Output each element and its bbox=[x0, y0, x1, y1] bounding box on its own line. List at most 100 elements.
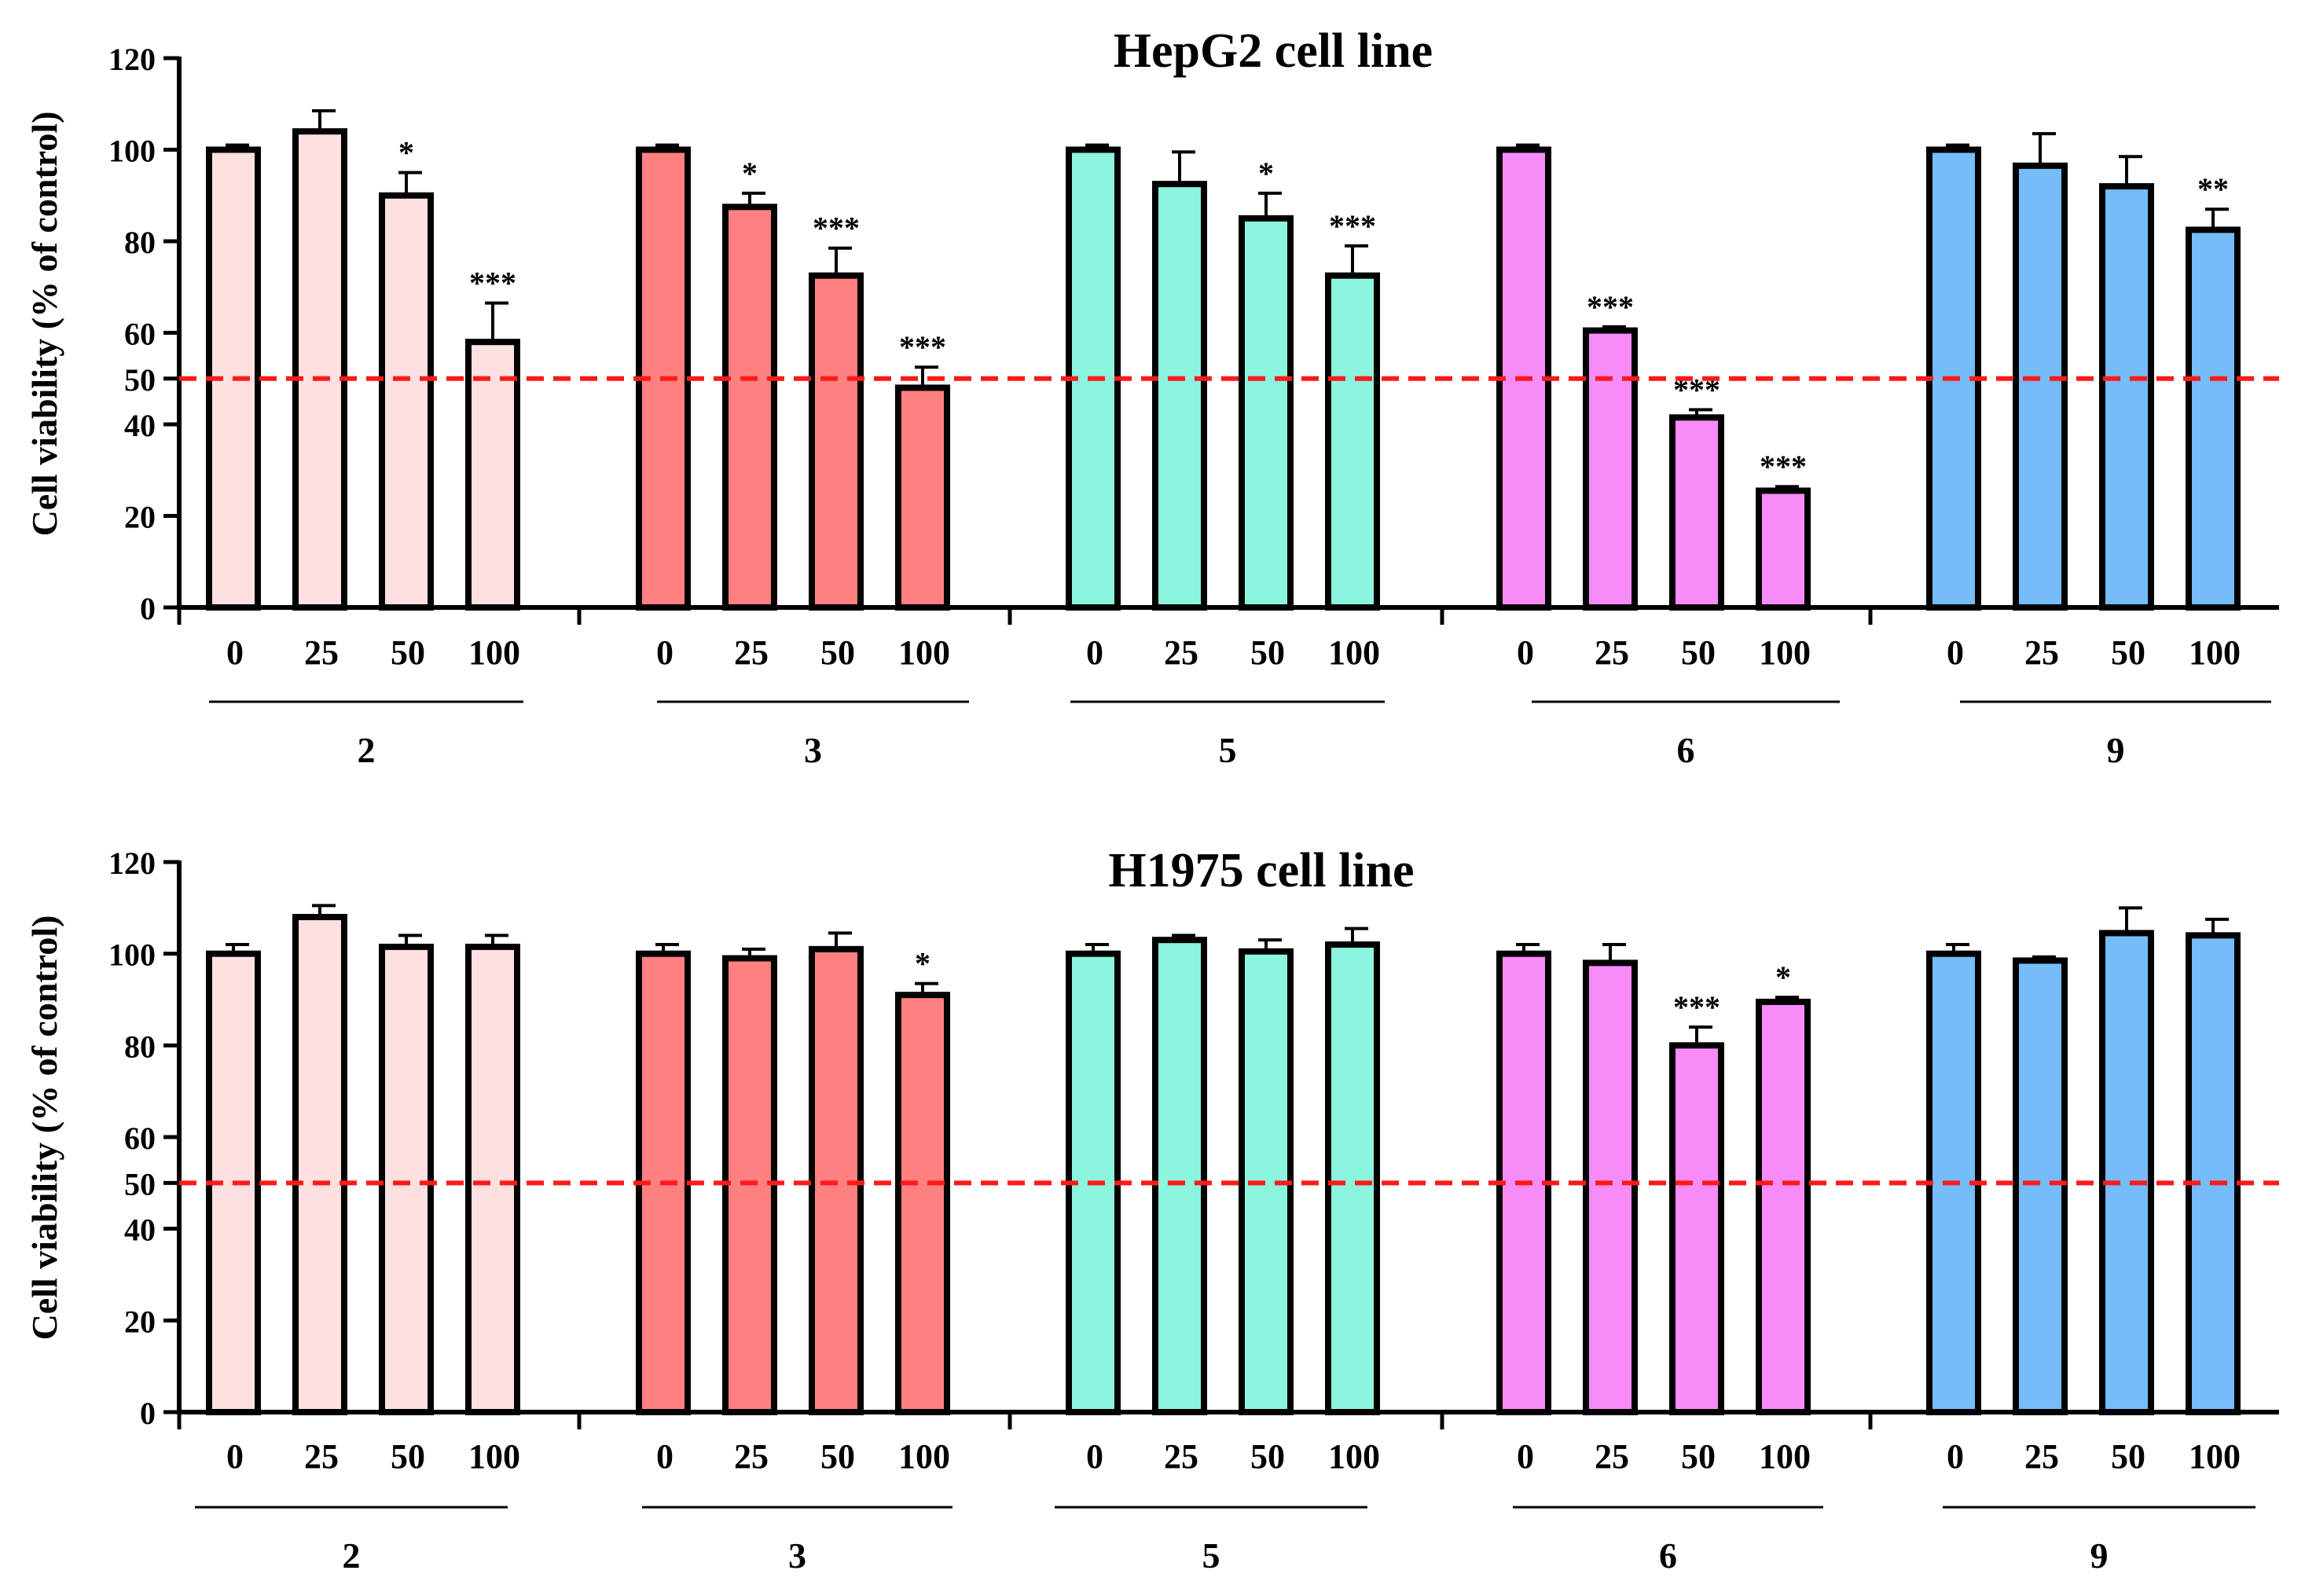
x-tick-label: 25 bbox=[1595, 1437, 1629, 1476]
bar bbox=[1496, 950, 1551, 1415]
y-tick-label: 100 bbox=[108, 937, 156, 973]
bar bbox=[2099, 930, 2154, 1415]
group-label: 6 bbox=[1677, 730, 1695, 770]
x-tick-label: 50 bbox=[1681, 1437, 1716, 1476]
x-tick-label: 100 bbox=[898, 1437, 950, 1476]
x-tick-label: 0 bbox=[1517, 1437, 1534, 1476]
group-label: 2 bbox=[358, 730, 376, 770]
y-axis-label: Cell viability (% of control) bbox=[24, 112, 64, 537]
group-label: 9 bbox=[2107, 730, 2125, 770]
x-tick-label: 100 bbox=[1759, 633, 1811, 672]
significance-label: *** bbox=[1760, 449, 1807, 484]
chart-title: H1975 cell line bbox=[1108, 844, 1414, 897]
bar bbox=[379, 192, 434, 611]
bar bbox=[1669, 414, 1724, 611]
bar bbox=[465, 339, 520, 611]
y-tick-label: 20 bbox=[124, 500, 156, 535]
significance-label: ** bbox=[2197, 171, 2229, 207]
y-tick-label: 120 bbox=[108, 846, 156, 881]
x-tick-label: 0 bbox=[656, 1437, 674, 1476]
bar bbox=[1669, 1042, 1724, 1416]
chart-title: HepG2 cell line bbox=[1114, 24, 1433, 78]
group-label: 5 bbox=[1219, 730, 1237, 770]
significance-label: *** bbox=[469, 266, 516, 301]
y-tick-label: 60 bbox=[124, 317, 156, 352]
significance-label: * bbox=[915, 946, 930, 981]
x-tick-label: 25 bbox=[304, 1437, 339, 1476]
x-tick-label: 25 bbox=[734, 1437, 769, 1476]
x-tick-label: 0 bbox=[1517, 633, 1534, 672]
x-tick-label: 25 bbox=[2024, 1437, 2059, 1476]
x-tick-label: 25 bbox=[1164, 633, 1198, 672]
bar bbox=[379, 943, 434, 1415]
significance-label: * bbox=[398, 135, 414, 171]
bar bbox=[292, 914, 347, 1415]
y-tick-label: 50 bbox=[124, 362, 156, 398]
x-tick-label: 0 bbox=[1086, 1437, 1103, 1476]
bar bbox=[1583, 959, 1638, 1416]
bar bbox=[465, 943, 520, 1415]
x-tick-label: 100 bbox=[1759, 1437, 1811, 1476]
x-tick-label: 50 bbox=[391, 633, 425, 672]
y-axis-label: Cell viability (% of control) bbox=[24, 915, 64, 1341]
x-tick-label: 50 bbox=[2111, 633, 2145, 672]
bar bbox=[2186, 932, 2241, 1416]
group-label: 2 bbox=[343, 1535, 361, 1576]
bar bbox=[2186, 226, 2241, 611]
group-label: 5 bbox=[1202, 1535, 1220, 1576]
x-tick-label: 0 bbox=[1947, 633, 1964, 672]
bar bbox=[2013, 162, 2068, 611]
bar bbox=[1583, 327, 1638, 611]
bar bbox=[895, 384, 950, 611]
x-tick-label: 50 bbox=[1250, 1437, 1285, 1476]
x-tick-label: 50 bbox=[1681, 633, 1716, 672]
x-tick-label: 50 bbox=[820, 1437, 855, 1476]
x-tick-label: 0 bbox=[226, 633, 244, 672]
x-tick-label: 100 bbox=[2189, 1437, 2241, 1476]
panel-h1975: H1975 cell line Cell viability (% of con… bbox=[24, 844, 2279, 1576]
y-tick-label: 20 bbox=[124, 1304, 156, 1339]
y-tick-label: 0 bbox=[140, 1396, 156, 1431]
group-label: 3 bbox=[788, 1535, 806, 1576]
group-label: 9 bbox=[2090, 1535, 2109, 1576]
x-tick-label: 0 bbox=[1947, 1437, 1964, 1476]
y-tick-label: 40 bbox=[124, 408, 156, 443]
bar bbox=[292, 128, 347, 611]
x-tick-label: 25 bbox=[304, 633, 339, 672]
x-tick-label: 50 bbox=[2111, 1437, 2145, 1476]
x-tick-label: 25 bbox=[734, 633, 769, 672]
significance-label: *** bbox=[1587, 289, 1634, 325]
y-tick-label: 40 bbox=[124, 1213, 156, 1248]
significance-label: *** bbox=[1673, 989, 1720, 1025]
bar bbox=[2013, 957, 2068, 1415]
bar bbox=[2099, 183, 2154, 611]
bar bbox=[1152, 181, 1207, 611]
bar bbox=[1239, 215, 1294, 611]
group-label: 3 bbox=[804, 730, 822, 770]
bar bbox=[1756, 487, 1811, 611]
x-tick-label: 100 bbox=[1328, 1437, 1380, 1476]
significance-label: * bbox=[1775, 959, 1791, 995]
x-tick-label: 50 bbox=[1250, 633, 1285, 672]
bar bbox=[1756, 998, 1811, 1415]
y-tick-label: 80 bbox=[124, 225, 156, 260]
x-tick-label: 100 bbox=[468, 633, 520, 672]
group-label: 6 bbox=[1659, 1535, 1677, 1576]
bar bbox=[809, 272, 864, 611]
x-tick-label: 0 bbox=[1086, 633, 1103, 672]
x-tick-label: 50 bbox=[391, 1437, 425, 1476]
x-tick-label: 100 bbox=[1328, 633, 1380, 672]
significance-label: * bbox=[1258, 156, 1274, 191]
x-tick-label: 25 bbox=[1164, 1437, 1198, 1476]
x-tick-label: 0 bbox=[656, 633, 674, 672]
x-tick-label: 100 bbox=[468, 1437, 520, 1476]
bar bbox=[722, 204, 777, 611]
bar bbox=[1152, 937, 1207, 1415]
significance-label: * bbox=[742, 156, 758, 191]
y-tick-label: 120 bbox=[108, 42, 156, 77]
y-tick-label: 50 bbox=[124, 1166, 156, 1202]
y-tick-label: 80 bbox=[124, 1029, 156, 1064]
significance-label: *** bbox=[1329, 208, 1376, 244]
y-tick-label: 100 bbox=[108, 134, 156, 169]
